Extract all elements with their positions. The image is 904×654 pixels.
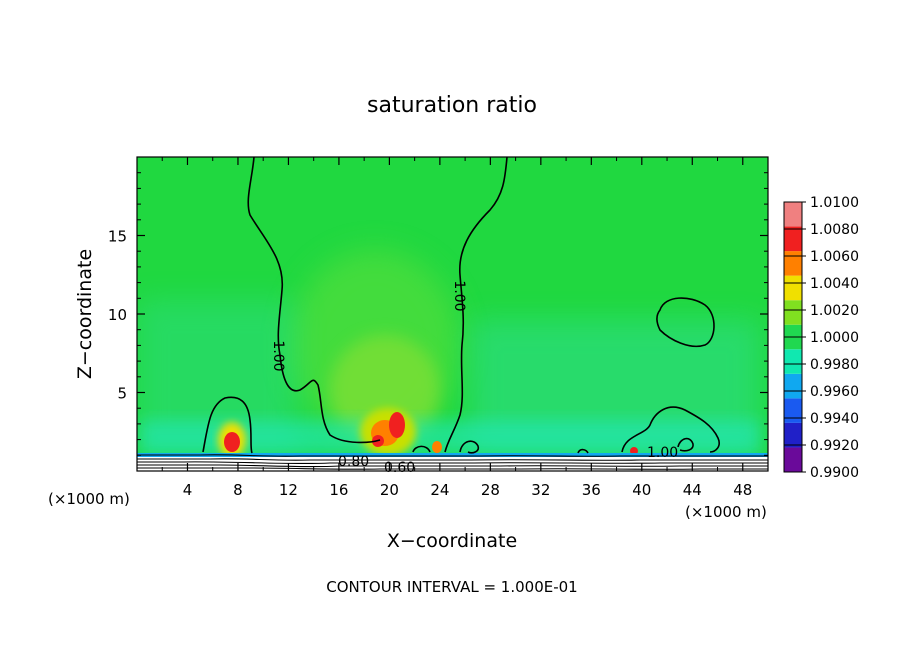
x-tick-label: 32	[531, 481, 550, 499]
colorbar-swatch	[784, 373, 802, 399]
contour-1-00-cell-8	[202, 396, 253, 454]
colorbar-label: 1.0100	[810, 195, 859, 211]
colorbar-swatch	[784, 300, 802, 325]
colorbar-swatch	[784, 398, 802, 423]
x-tick-label: 44	[683, 481, 702, 499]
colorbar-label: 0.9900	[810, 465, 859, 481]
colorbar-label: 1.0000	[810, 330, 859, 346]
colorbar-swatch	[784, 251, 802, 276]
colorbar-label: 1.0060	[810, 249, 859, 265]
colorbar-swatch	[784, 226, 802, 252]
hotspot-8	[218, 422, 246, 458]
x-tick-label: 20	[380, 481, 399, 499]
contour-label: 0.80	[338, 454, 369, 470]
contour-labels: 1.00 1.00 1.00 0.80 0.60	[270, 280, 678, 476]
colorbar-label: 1.0020	[810, 303, 859, 319]
colorbar-swatch	[784, 422, 802, 448]
colorbar-label: 0.9960	[810, 384, 859, 400]
contour-label: 1.00	[451, 280, 467, 311]
y-axis-title: Z−coordinate	[74, 249, 96, 379]
contour-1-00-lower-right	[621, 406, 720, 453]
contour-label: 0.60	[384, 460, 415, 476]
contour-1-00-right-plume	[444, 157, 508, 453]
x-tick-label: 48	[733, 481, 752, 499]
contour-label: 1.00	[647, 445, 678, 461]
colorbar-label: 0.9920	[810, 438, 859, 454]
contour-1-00-closed-right	[656, 297, 715, 348]
x-axis-title: X−coordinate	[387, 530, 517, 552]
x-tick-label: 28	[481, 481, 500, 499]
x-tick-label: 12	[279, 481, 298, 499]
x-axis: 4 8 12 16 20 24 28 32 36 40 44 48	[161, 157, 752, 499]
y-tick-label: 10	[108, 306, 127, 324]
hotspot-20	[360, 408, 416, 456]
colorbar-swatch	[784, 349, 802, 374]
y-axis: 5 10 15	[108, 172, 768, 456]
colorbar: 1.0100 1.0080 1.0060 1.0040 1.0020 1.0000 0.99…	[783, 195, 859, 481]
contour-interval-note: CONTOUR INTERVAL = 1.000E-01	[326, 578, 577, 596]
colorbar-swatch	[784, 275, 802, 301]
terrain-contours	[137, 454, 768, 470]
colorbar-swatch	[784, 202, 802, 227]
colorbar-label: 0.9980	[810, 357, 859, 373]
x-unit-right: (×1000 m)	[685, 503, 767, 521]
chart-title: saturation ratio	[367, 93, 537, 118]
x-tick-label: 24	[430, 481, 449, 499]
x-tick-label: 4	[183, 481, 193, 499]
contour-label: 1.00	[270, 340, 286, 371]
x-unit-left: (×1000 m)	[48, 490, 130, 508]
y-tick-label: 15	[108, 228, 127, 246]
x-tick-label: 8	[233, 481, 243, 499]
x-tick-label: 16	[329, 481, 348, 499]
colorbar-swatch	[784, 447, 802, 472]
heatmap-field	[137, 157, 768, 471]
x-tick-label: 36	[582, 481, 601, 499]
colorbar-label: 1.0080	[810, 222, 859, 238]
colorbar-label: 1.0040	[810, 276, 859, 292]
x-tick-label: 40	[632, 481, 651, 499]
contour-lines	[202, 157, 720, 454]
contour-1-00-left-plume	[247, 157, 381, 444]
y-tick-label: 5	[117, 385, 127, 403]
colorbar-label: 0.9940	[810, 411, 859, 427]
